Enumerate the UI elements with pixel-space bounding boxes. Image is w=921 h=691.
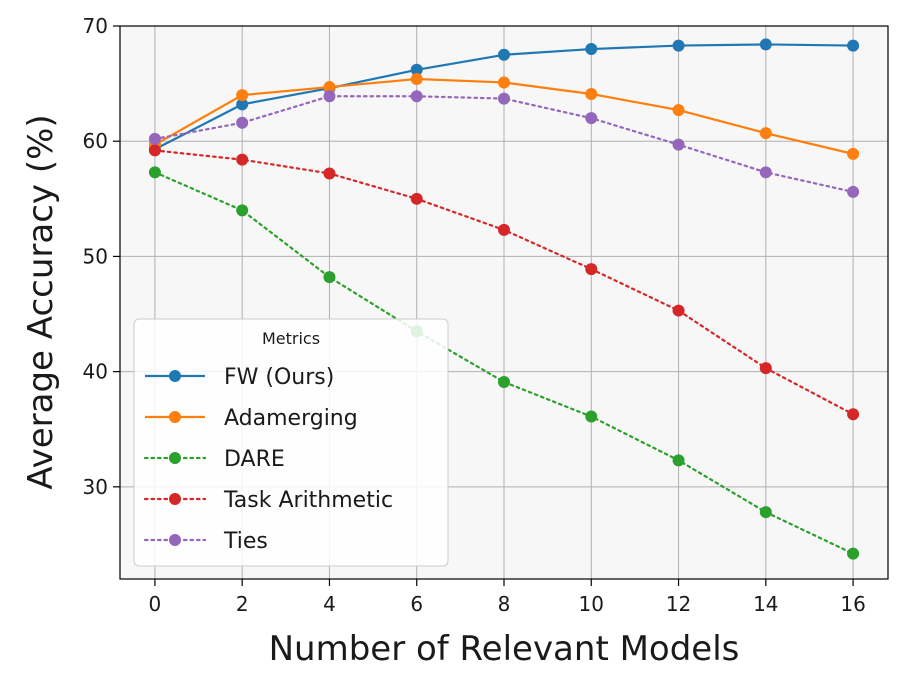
data-point-ties xyxy=(410,90,423,103)
data-point-task-arithmetic xyxy=(585,263,598,276)
legend-item-ties: Ties xyxy=(143,529,268,554)
data-point-adamerging xyxy=(672,104,685,117)
data-point-adamerging xyxy=(410,72,423,85)
series-adamerging xyxy=(148,72,860,160)
x-tick-label: 14 xyxy=(753,592,778,616)
legend-item-dare: DARE xyxy=(143,447,285,472)
data-point-dare xyxy=(323,271,336,284)
y-tick-label: 60 xyxy=(83,129,108,153)
series-task-arithmetic xyxy=(148,144,860,421)
data-point-task-arithmetic xyxy=(759,362,772,375)
data-point-fw-ours xyxy=(759,38,772,51)
data-point-ties xyxy=(672,138,685,151)
data-point-ties xyxy=(585,112,598,125)
data-point-dare xyxy=(236,204,249,217)
data-point-task-arithmetic xyxy=(410,192,423,205)
legend: Metrics FW (Ours) Adamerging DARE Task Arit… xyxy=(133,318,449,567)
data-point-fw-ours xyxy=(498,48,510,61)
data-point-ties xyxy=(759,166,772,179)
y-tick-label: 50 xyxy=(83,244,108,268)
x-tick-label: 10 xyxy=(579,592,604,616)
data-point-ties xyxy=(323,90,336,103)
legend-item-task-arithmetic: Task Arithmetic xyxy=(143,488,393,513)
data-point-task-arithmetic xyxy=(672,304,685,317)
data-point-fw-ours xyxy=(410,63,423,76)
data-point-adamerging xyxy=(847,147,860,160)
data-point-dare xyxy=(585,410,598,423)
data-point-dare xyxy=(847,547,860,560)
legend-label: Ties xyxy=(223,529,268,554)
data-point-ties xyxy=(847,185,860,198)
x-tick-label: 6 xyxy=(410,592,423,616)
legend-items: FW (Ours) Adamerging DARE Task Arithmetic Ti… xyxy=(143,365,393,554)
series-layer xyxy=(148,38,860,560)
x-tick-label: 2 xyxy=(236,592,249,616)
data-point-task-arithmetic xyxy=(498,223,510,236)
x-tick-label: 4 xyxy=(323,592,336,616)
legend-label: Adamerging xyxy=(224,406,358,431)
legend-swatch-marker xyxy=(169,493,181,505)
legend-swatch-marker xyxy=(169,370,181,382)
data-point-adamerging xyxy=(585,87,598,100)
y-tick-label: 70 xyxy=(83,14,108,38)
data-point-fw-ours xyxy=(585,43,598,56)
x-tick-label: 0 xyxy=(149,592,162,616)
legend-swatch-marker xyxy=(169,452,181,464)
data-point-ties xyxy=(236,116,249,129)
x-tick-label: 8 xyxy=(498,592,511,616)
legend-box xyxy=(133,318,449,567)
legend-item-adamerging: Adamerging xyxy=(145,406,358,431)
ticks: 0 2 4 6 8 10 12 14 16 30 40 50 60 70 xyxy=(83,14,866,616)
series-ties xyxy=(148,90,860,198)
data-point-fw-ours xyxy=(236,98,249,111)
data-point-adamerging xyxy=(236,89,249,102)
data-point-fw-ours xyxy=(672,39,685,52)
data-point-dare xyxy=(498,375,510,388)
y-axis-title: Average Accuracy (%) xyxy=(21,114,61,489)
data-point-dare xyxy=(759,506,772,519)
data-point-task-arithmetic xyxy=(148,144,161,157)
legend-item-fw-ours: FW (Ours) xyxy=(145,365,334,390)
data-point-adamerging xyxy=(759,127,772,140)
data-point-task-arithmetic xyxy=(236,153,249,166)
x-axis-title: Number of Relevant Models xyxy=(269,629,740,669)
data-point-task-arithmetic xyxy=(847,408,860,421)
legend-swatch-marker xyxy=(169,534,181,546)
x-tick-label: 16 xyxy=(840,592,865,616)
data-point-ties xyxy=(148,132,161,145)
legend-label: Task Arithmetic xyxy=(223,488,393,513)
legend-label: FW (Ours) xyxy=(224,365,334,390)
legend-title: Metrics xyxy=(262,329,320,348)
data-point-adamerging xyxy=(323,81,336,94)
data-point-ties xyxy=(498,92,510,105)
data-point-adamerging xyxy=(498,76,510,89)
data-point-task-arithmetic xyxy=(323,167,336,180)
data-point-dare xyxy=(148,166,161,179)
data-point-fw-ours xyxy=(847,39,860,52)
x-tick-label: 12 xyxy=(666,592,691,616)
legend-swatch-marker xyxy=(169,411,181,423)
data-point-dare xyxy=(672,454,685,467)
y-tick-label: 30 xyxy=(83,475,108,499)
legend-label: DARE xyxy=(224,447,285,472)
y-tick-label: 40 xyxy=(83,360,108,384)
